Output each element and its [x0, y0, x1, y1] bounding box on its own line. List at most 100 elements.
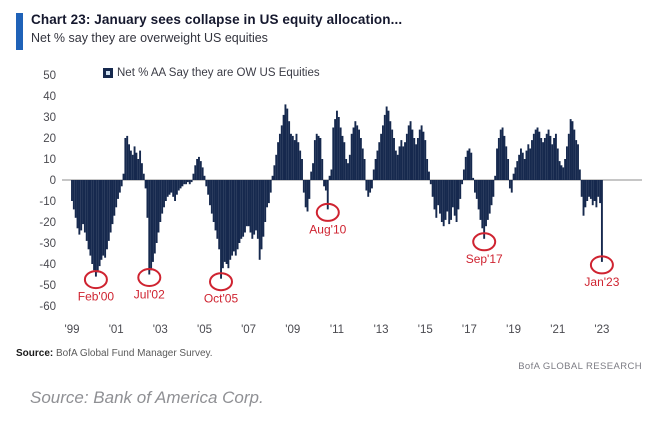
bar — [363, 159, 366, 180]
bar — [378, 142, 381, 180]
bar — [558, 161, 561, 180]
bar — [385, 106, 388, 180]
bar — [326, 180, 329, 210]
bar — [556, 148, 559, 180]
source-text: BofA Global Fund Manager Survey. — [53, 348, 213, 359]
bar — [350, 133, 353, 180]
bar — [260, 180, 263, 250]
bar — [227, 180, 230, 269]
bar — [564, 159, 567, 180]
y-axis-tick-label: 0 — [50, 175, 56, 187]
bar — [135, 152, 138, 180]
bar — [264, 180, 267, 222]
bar — [313, 140, 316, 180]
bar — [450, 180, 452, 220]
bar — [94, 180, 97, 277]
bar — [428, 171, 430, 180]
bar — [104, 180, 107, 258]
bar — [426, 159, 429, 180]
bar — [214, 180, 217, 231]
bar — [93, 180, 96, 271]
bar — [76, 180, 79, 229]
chart-title: Chart 23: January sees collapse in US eq… — [31, 12, 403, 27]
bar — [232, 180, 235, 252]
bar — [89, 180, 92, 256]
bar — [201, 167, 204, 180]
bar — [146, 180, 149, 218]
bar — [315, 133, 318, 180]
bar — [347, 163, 349, 180]
bar — [477, 180, 480, 210]
bar — [91, 180, 94, 264]
bar — [573, 129, 576, 180]
bar — [282, 114, 285, 180]
bar — [442, 180, 445, 227]
bar — [155, 180, 158, 243]
bar — [485, 180, 487, 227]
bar — [532, 133, 535, 180]
bar — [299, 150, 302, 180]
bar — [262, 180, 265, 237]
bar — [492, 180, 495, 197]
bar — [249, 180, 252, 233]
bar — [317, 135, 320, 180]
bar — [490, 180, 493, 206]
bar — [597, 180, 600, 197]
bar — [486, 180, 489, 220]
bar — [453, 180, 456, 216]
bar — [332, 127, 335, 180]
bar — [185, 180, 188, 185]
bar — [111, 180, 114, 225]
bar — [83, 180, 86, 233]
bar — [475, 180, 478, 199]
y-axis-tick-label: -30 — [39, 238, 56, 250]
y-axis-tick-label: -20 — [39, 217, 56, 229]
bar — [356, 125, 359, 180]
bar — [444, 180, 447, 220]
bar — [540, 138, 543, 180]
y-axis-tick-label: -10 — [39, 196, 56, 208]
x-axis-tick-label: '23 — [594, 324, 609, 336]
bar — [466, 150, 469, 180]
bar — [341, 135, 344, 180]
bar — [534, 129, 537, 180]
bar — [531, 140, 533, 180]
bar — [223, 180, 226, 262]
bar — [483, 180, 486, 239]
bar — [507, 159, 510, 180]
bar — [545, 133, 548, 180]
x-axis-tick-label: '03 — [153, 324, 168, 336]
bar — [586, 180, 589, 201]
bar — [306, 180, 309, 212]
bar — [78, 180, 81, 235]
bar — [474, 180, 476, 193]
bar — [238, 180, 241, 243]
bar — [107, 180, 110, 241]
bar — [194, 165, 197, 180]
bar — [324, 180, 327, 191]
bar — [284, 104, 287, 180]
bar — [218, 180, 221, 250]
bar — [472, 177, 475, 180]
bar — [584, 180, 587, 208]
bar — [431, 180, 434, 197]
bar — [405, 133, 408, 180]
bar — [129, 150, 132, 180]
bar — [161, 180, 164, 214]
bar — [437, 180, 440, 206]
bar — [549, 135, 552, 180]
bar — [301, 159, 303, 180]
bar — [503, 135, 506, 180]
y-axis-tick-label: 40 — [43, 91, 56, 103]
image-caption: Source: Bank of America Corp. — [30, 388, 264, 407]
bar — [488, 180, 491, 214]
bar — [348, 154, 351, 180]
bar — [464, 156, 467, 180]
bar — [512, 173, 515, 180]
bar — [496, 148, 498, 180]
x-axis-tick-label: '09 — [285, 324, 300, 336]
annotation-label: Feb'00 — [78, 290, 115, 304]
source-note: Source: BofA Global Fund Manager Survey. — [16, 348, 213, 359]
bar — [369, 180, 372, 193]
x-axis-tick-label: '21 — [550, 324, 565, 336]
